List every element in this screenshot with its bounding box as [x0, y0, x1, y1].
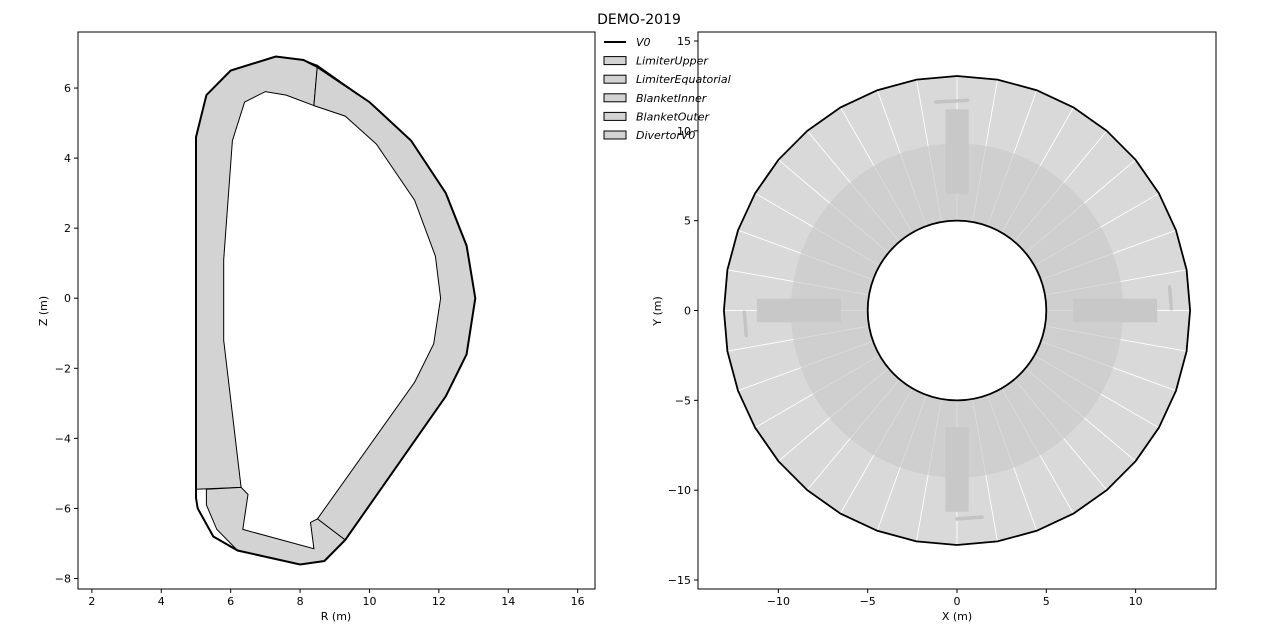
band-divider	[987, 394, 1015, 468]
band-divider	[927, 398, 942, 476]
x-tick-label: 16	[571, 595, 585, 608]
y-tick-label: −15	[668, 574, 691, 587]
band-divider	[1001, 165, 1041, 233]
legend-label: DivertorV0	[636, 129, 695, 142]
plan-axes-frame	[697, 31, 1217, 590]
band-divider	[987, 153, 1015, 227]
x-tick-label: 2	[88, 595, 95, 608]
band-divider	[1040, 340, 1114, 368]
port-stub	[1073, 298, 1158, 323]
x-tick-label: 10	[362, 595, 376, 608]
band-divider	[1034, 355, 1102, 395]
port-stub	[756, 298, 841, 323]
poloidal-x-axis-label: R (m)	[321, 610, 351, 623]
band-divider	[1014, 182, 1065, 242]
y-tick-label: −4	[55, 432, 71, 445]
y-tick-label: −10	[668, 484, 691, 497]
band-divider	[972, 398, 987, 476]
legend-swatch-patch	[603, 56, 627, 66]
port-stub	[945, 109, 969, 194]
band-divider	[829, 368, 889, 419]
x-tick-label: 8	[297, 595, 304, 608]
band-divider	[1040, 253, 1114, 281]
y-tick-label: 2	[64, 222, 71, 235]
band-divider	[800, 340, 874, 368]
poloidal-axes-frame	[77, 31, 596, 590]
inner-boundary	[866, 219, 1048, 402]
line-v0	[195, 55, 477, 566]
band-divider	[829, 202, 889, 253]
x-tick-label: 0	[954, 595, 961, 608]
band-divider	[793, 281, 870, 296]
band-divider	[1044, 325, 1121, 340]
x-tick-label: 12	[432, 595, 446, 608]
x-tick-label: 6	[227, 595, 234, 608]
band-divider	[873, 165, 913, 233]
legend-swatch-patch	[603, 93, 627, 103]
band-divider	[873, 388, 913, 456]
band-divider	[1001, 388, 1041, 456]
band-divider	[849, 379, 900, 439]
band-divider	[1014, 379, 1065, 439]
legend-label: V0	[636, 36, 651, 49]
band-divider	[1034, 226, 1102, 266]
band-divider	[972, 145, 987, 223]
figure-title: DEMO-2019	[597, 12, 681, 28]
y-tick-label: 6	[64, 82, 71, 95]
y-tick-label: 4	[64, 152, 71, 165]
outer-boundary	[722, 75, 1192, 546]
limiter-mark	[933, 98, 970, 104]
patch-divertorv0	[205, 486, 346, 566]
plan-y-axis-label: Y (m)	[651, 296, 664, 327]
y-tick-label: 10	[677, 125, 691, 138]
poloidal-y-axis-label: Z (m)	[37, 296, 50, 326]
legend-swatch-patch	[603, 111, 627, 121]
y-tick-label: −5	[675, 394, 691, 407]
band-divider	[812, 355, 880, 395]
x-tick-label: −5	[860, 595, 876, 608]
band-divider	[899, 394, 927, 468]
legend-label: LimiterUpper	[636, 55, 709, 68]
x-tick-label: 5	[1043, 595, 1050, 608]
limiter-mark	[742, 310, 748, 338]
limiter-mark	[1167, 285, 1174, 311]
x-tick-label: 14	[501, 595, 515, 608]
y-tick-label: −2	[55, 362, 71, 375]
legend-swatch-patch	[603, 74, 627, 84]
y-tick-label: −8	[55, 572, 71, 585]
legend-label: BlanketInner	[636, 92, 708, 105]
legend-swatch-patch	[603, 130, 627, 140]
port-stub	[945, 427, 969, 512]
x-tick-label: −10	[767, 595, 790, 608]
legend: V0 LimiterUpper LimiterEquatorial BlanketIn…	[603, 36, 731, 142]
band-divider	[849, 182, 900, 242]
band-divider	[1025, 202, 1085, 253]
y-tick-label: 5	[684, 215, 691, 228]
x-tick-label: 4	[158, 595, 165, 608]
x-tick-label: 10	[1129, 595, 1143, 608]
y-tick-label: 15	[677, 35, 691, 48]
plan-x-axis-label: X (m)	[942, 610, 972, 623]
legend-label: LimiterEquatorial	[636, 73, 731, 86]
y-tick-label: 0	[684, 305, 691, 318]
band-divider	[899, 153, 927, 227]
y-tick-label: −6	[55, 502, 71, 515]
legend-label: BlanketOuter	[636, 110, 710, 123]
limiter-mark	[955, 515, 984, 521]
plan-view-axes: −10 −5 0 5 10 −15 −10 −5 0 5 10 15 X (m) Y (m)	[651, 31, 1217, 623]
band-divider	[800, 253, 874, 281]
band-divider	[1025, 368, 1085, 419]
band-divider	[812, 226, 880, 266]
y-tick-label: 0	[64, 292, 71, 305]
band-divider	[1044, 281, 1121, 296]
band-divider	[927, 145, 942, 223]
poloidal-axes: 2 4 6 8 10 12 14 16 −8 −6 −4 −2 0 2 4 6 R (m) Z (m)	[37, 31, 596, 623]
band-divider	[793, 325, 870, 340]
